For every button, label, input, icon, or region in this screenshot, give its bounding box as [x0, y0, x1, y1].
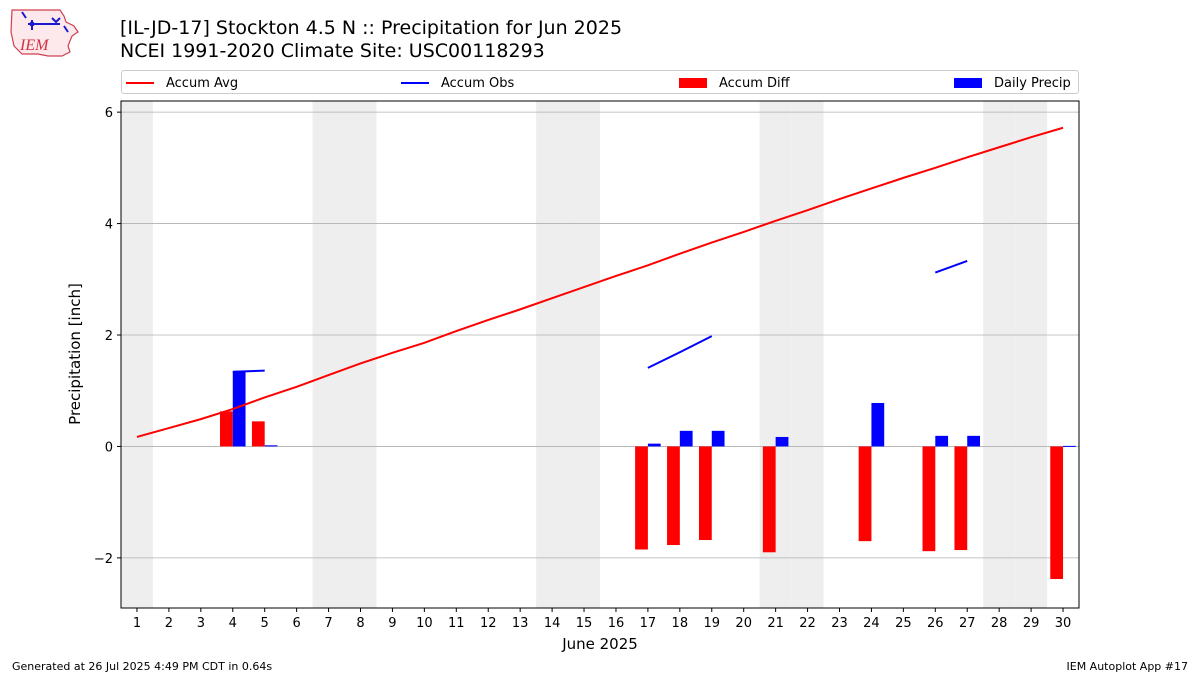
- state-outline-icon: [10, 9, 79, 57]
- bars: [219, 371, 1076, 580]
- accum-diff-swatch-icon: [679, 78, 707, 88]
- x-tick-label: 1: [133, 616, 141, 631]
- accum-diff-bar-day-17: [635, 446, 648, 550]
- x-tick-label: 5: [261, 616, 269, 631]
- x-tick-label: 10: [416, 616, 433, 631]
- x-tick-label: 30: [1055, 616, 1072, 631]
- daily-precip-bar-day-21: [775, 436, 789, 447]
- daily-precip-bar-day-4: [232, 371, 246, 447]
- weekend-shade-day-28: [983, 101, 1016, 608]
- x-tick-label: 11: [448, 616, 465, 631]
- accum-avg-line: [136, 126, 1064, 438]
- x-tick-label: 27: [959, 616, 976, 631]
- accum-diff-bar-day-27: [954, 446, 968, 551]
- x-tick-label: 24: [863, 616, 880, 631]
- legend: Accum Avg Accum Obs Accum Diff Daily Pre…: [121, 70, 1079, 94]
- x-tick-label: 29: [1023, 616, 1040, 631]
- x-tick-label: 18: [672, 616, 689, 631]
- footer-app: IEM Autoplot App #17: [1066, 660, 1189, 673]
- daily-precip-bar-day-24: [871, 402, 885, 447]
- x-tick-label: 21: [767, 616, 784, 631]
- daily-precip-bar-day-17: [647, 443, 661, 447]
- station-dot-icon: [29, 21, 35, 27]
- x-axis-label: June 2025: [561, 635, 638, 653]
- x-tick-label: 28: [991, 616, 1008, 631]
- daily-precip-bar-day-5: [264, 445, 278, 447]
- y-tick-label: 0: [105, 440, 113, 455]
- y-tick-label: 2: [105, 329, 113, 344]
- weekend-shading: [121, 101, 1048, 608]
- accum-diff-bar-day-19: [698, 446, 712, 541]
- weekend-shade-day-15: [568, 101, 600, 608]
- daily-precip-bar-day-30: [1063, 445, 1076, 447]
- daily-precip-bar-day-27: [967, 435, 981, 447]
- daily-precip-swatch-icon: [954, 78, 982, 88]
- logo-text: IEM: [19, 37, 50, 54]
- y-axis-label: Precipitation [inch]: [66, 283, 84, 425]
- accum-obs-line-segment-1: [232, 369, 265, 373]
- x-tick-label: 12: [480, 616, 497, 631]
- chart-subtitle: NCEI 1991-2020 Climate Site: USC00118293: [120, 40, 545, 62]
- weekend-shade-day-14: [536, 101, 569, 608]
- gridlines: [121, 111, 1079, 559]
- weekend-shade-day-8: [344, 101, 377, 608]
- x-tick-label: 7: [324, 616, 332, 631]
- weekend-shade-day-29: [1015, 101, 1048, 608]
- accum-diff-bar-day-24: [858, 446, 872, 542]
- legend-item-accum-diff: Accum Diff: [679, 71, 790, 95]
- legend-item-daily-precip: Daily Precip: [954, 71, 1071, 95]
- daily-precip-bar-day-18: [679, 430, 693, 447]
- x-tick-label: 13: [512, 616, 529, 631]
- x-tick-label: 20: [735, 616, 752, 631]
- legend-label-daily-precip: Daily Precip: [994, 75, 1071, 91]
- x-tick-label: 14: [544, 616, 561, 631]
- x-tick-label: 22: [799, 616, 816, 631]
- accum-diff-bar-day-4: [219, 411, 233, 447]
- daily-precip-bar-day-19: [711, 430, 725, 447]
- footer-generated: Generated at 26 Jul 2025 4:49 PM CDT in …: [12, 660, 273, 673]
- y-tick-label: 6: [105, 106, 113, 121]
- x-tick-label: 26: [927, 616, 944, 631]
- accum-diff-bar-day-5: [251, 421, 265, 447]
- daily-precip-bar-day-26: [935, 435, 949, 447]
- legend-label-accum-obs: Accum Obs: [441, 75, 515, 91]
- x-tick-label: 9: [388, 616, 396, 631]
- x-tick-label: 15: [576, 616, 593, 631]
- weekend-shade-day-1: [121, 101, 153, 608]
- accum-avg-swatch-icon: [126, 82, 154, 84]
- x-tick-label: 6: [292, 616, 300, 631]
- accum-diff-bar-day-21: [762, 446, 776, 553]
- accum-diff-bar-day-26: [922, 446, 936, 552]
- x-tick-label: 25: [895, 616, 912, 631]
- legend-item-accum-avg: Accum Avg: [126, 71, 238, 95]
- accum-diff-bar-day-18: [667, 446, 680, 546]
- x-tick-label: 2: [165, 616, 173, 631]
- accum-diff-bar-day-30: [1050, 446, 1064, 580]
- x-tick-label: 3: [197, 616, 205, 631]
- iem-logo: IEM: [10, 9, 79, 57]
- x-tick-label: 16: [608, 616, 625, 631]
- plot-frame: [120, 100, 1080, 609]
- lines: [136, 126, 1064, 438]
- weekend-shade-day-7: [312, 101, 345, 608]
- x-tick-label: 19: [703, 616, 720, 631]
- weekend-shade-day-22: [791, 101, 824, 608]
- legend-label-accum-diff: Accum Diff: [719, 75, 790, 91]
- accum-obs-line-segment-3: [934, 259, 968, 274]
- accum-obs-line-segment-2: [647, 335, 713, 369]
- y-tick-label: −2: [94, 552, 113, 567]
- x-tick-label: 4: [229, 616, 237, 631]
- x-tick-label: 17: [640, 616, 657, 631]
- x-tick-label: 23: [831, 616, 848, 631]
- legend-item-accum-obs: Accum Obs: [401, 71, 514, 95]
- chart-title: [IL-JD-17] Stockton 4.5 N :: Precipitati…: [120, 17, 623, 39]
- x-tick-label: 8: [356, 616, 364, 631]
- legend-label-accum-avg: Accum Avg: [166, 75, 239, 91]
- accum-obs-swatch-icon: [401, 82, 429, 84]
- y-tick-label: 4: [105, 218, 113, 233]
